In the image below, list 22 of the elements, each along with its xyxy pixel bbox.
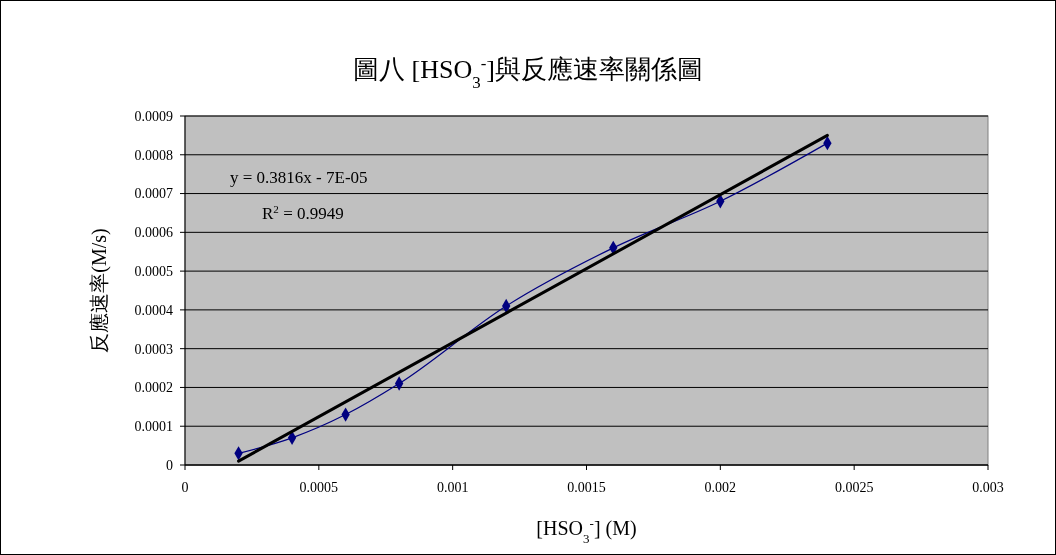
y-tick-label: 0.0001	[134, 419, 173, 435]
x-tick-label: 0.003	[972, 480, 1004, 495]
y-axis-title: 反應速率(M/s)	[88, 228, 111, 353]
x-tick-label: 0	[181, 480, 189, 495]
y-tick-label: 0.0002	[134, 380, 173, 396]
y-tick-label: 0	[166, 457, 173, 473]
x-tick-label: 0.0015	[567, 480, 606, 495]
x-axis-title: [HSO$_{3}$$^{-}$] (M)	[536, 515, 637, 546]
y-tick-label: 0.0008	[134, 147, 173, 163]
x-tick-label: 0.0025	[834, 480, 874, 495]
y-tick-label: 0.0007	[134, 186, 173, 202]
annotation: R$^{2}$ = 0.9949	[262, 203, 344, 223]
y-tick-label: 0.0004	[134, 302, 173, 318]
y-tick-label: 0.0009	[134, 108, 173, 124]
x-tick-label: 0.002	[704, 480, 737, 495]
y-tick-label: 0.0003	[134, 341, 173, 357]
y-tick-label: 0.0006	[134, 225, 173, 241]
chart-title: 圖八 [HSO$_{3}$$^{-}$]與反應速率關係圖	[353, 53, 703, 92]
x-tick-label: 0.001	[436, 480, 469, 495]
y-tick-label: 0.0005	[134, 264, 173, 280]
x-tick-label: 0.0005	[299, 480, 339, 495]
annotation: y = 0.3816x - 7E-05	[230, 168, 368, 187]
